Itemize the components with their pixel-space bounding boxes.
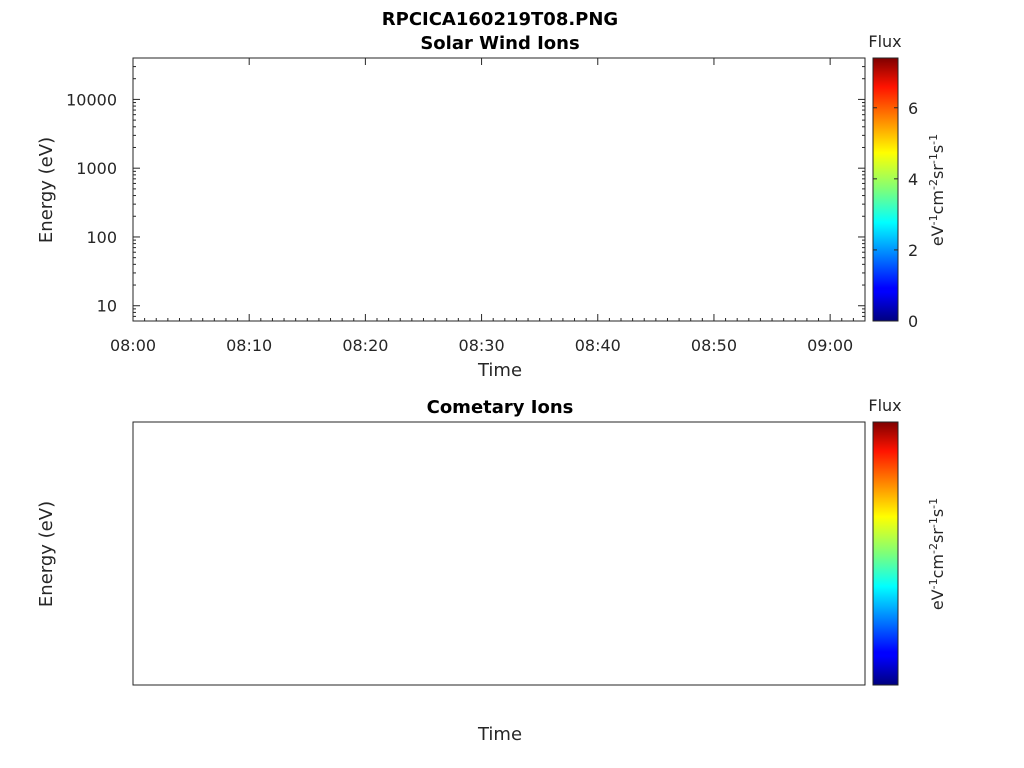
x-tick-label: 08:30: [459, 336, 505, 355]
colorbar-title: Flux: [868, 32, 901, 51]
x-tick-label: 08:00: [110, 336, 156, 355]
panel-title: Cometary Ions: [427, 397, 574, 418]
panel-solar-wind: Solar Wind Ions 08:00 08:10 08:20 08:30 08:4…: [36, 32, 947, 381]
colorbar-tick-label: 6: [908, 99, 918, 118]
plot-frame: [132, 57, 866, 322]
plot-frame: [132, 421, 866, 686]
panel-cometary: Cometary Ions Time Energy (eV) Flux eV-1…: [36, 396, 947, 745]
y-tick-label: 100: [86, 228, 117, 247]
y-axis-label: Energy (eV): [36, 501, 57, 607]
x-tick-label: 08:50: [691, 336, 737, 355]
figure-title: RPCICA160219T08.PNG: [382, 9, 618, 30]
panel-title: Solar Wind Ions: [420, 33, 579, 54]
colorbar: [872, 57, 899, 322]
y-axis-label: Energy (eV): [36, 137, 57, 243]
y-tick-label: 10: [97, 297, 117, 316]
colorbar-unit-label: eV-1cm-2sr-1s-1: [927, 134, 947, 246]
x-tick-label: 09:00: [807, 336, 853, 355]
axes: 08:00 08:10 08:20 08:30 08:40 08:50 09:00 10 100…: [66, 57, 866, 355]
x-axis-label: Time: [477, 724, 522, 745]
colorbar: [872, 421, 899, 686]
x-tick-label: 08:40: [575, 336, 621, 355]
x-axis-label: Time: [477, 360, 522, 381]
y-tick-label: 10000: [66, 90, 117, 109]
colorbar-tick-label: 2: [908, 241, 918, 260]
y-tick-label: 1000: [76, 159, 117, 178]
colorbar-tick-label: 0: [908, 312, 918, 331]
x-tick-label: 08:10: [226, 336, 272, 355]
x-tick-label: 08:20: [342, 336, 388, 355]
colorbar-title: Flux: [868, 396, 901, 415]
colorbar-ticks: 0 2 4 6: [873, 99, 918, 331]
colorbar-unit-label: eV-1cm-2sr-1s-1: [927, 498, 947, 610]
colorbar-tick-label: 4: [908, 170, 918, 189]
